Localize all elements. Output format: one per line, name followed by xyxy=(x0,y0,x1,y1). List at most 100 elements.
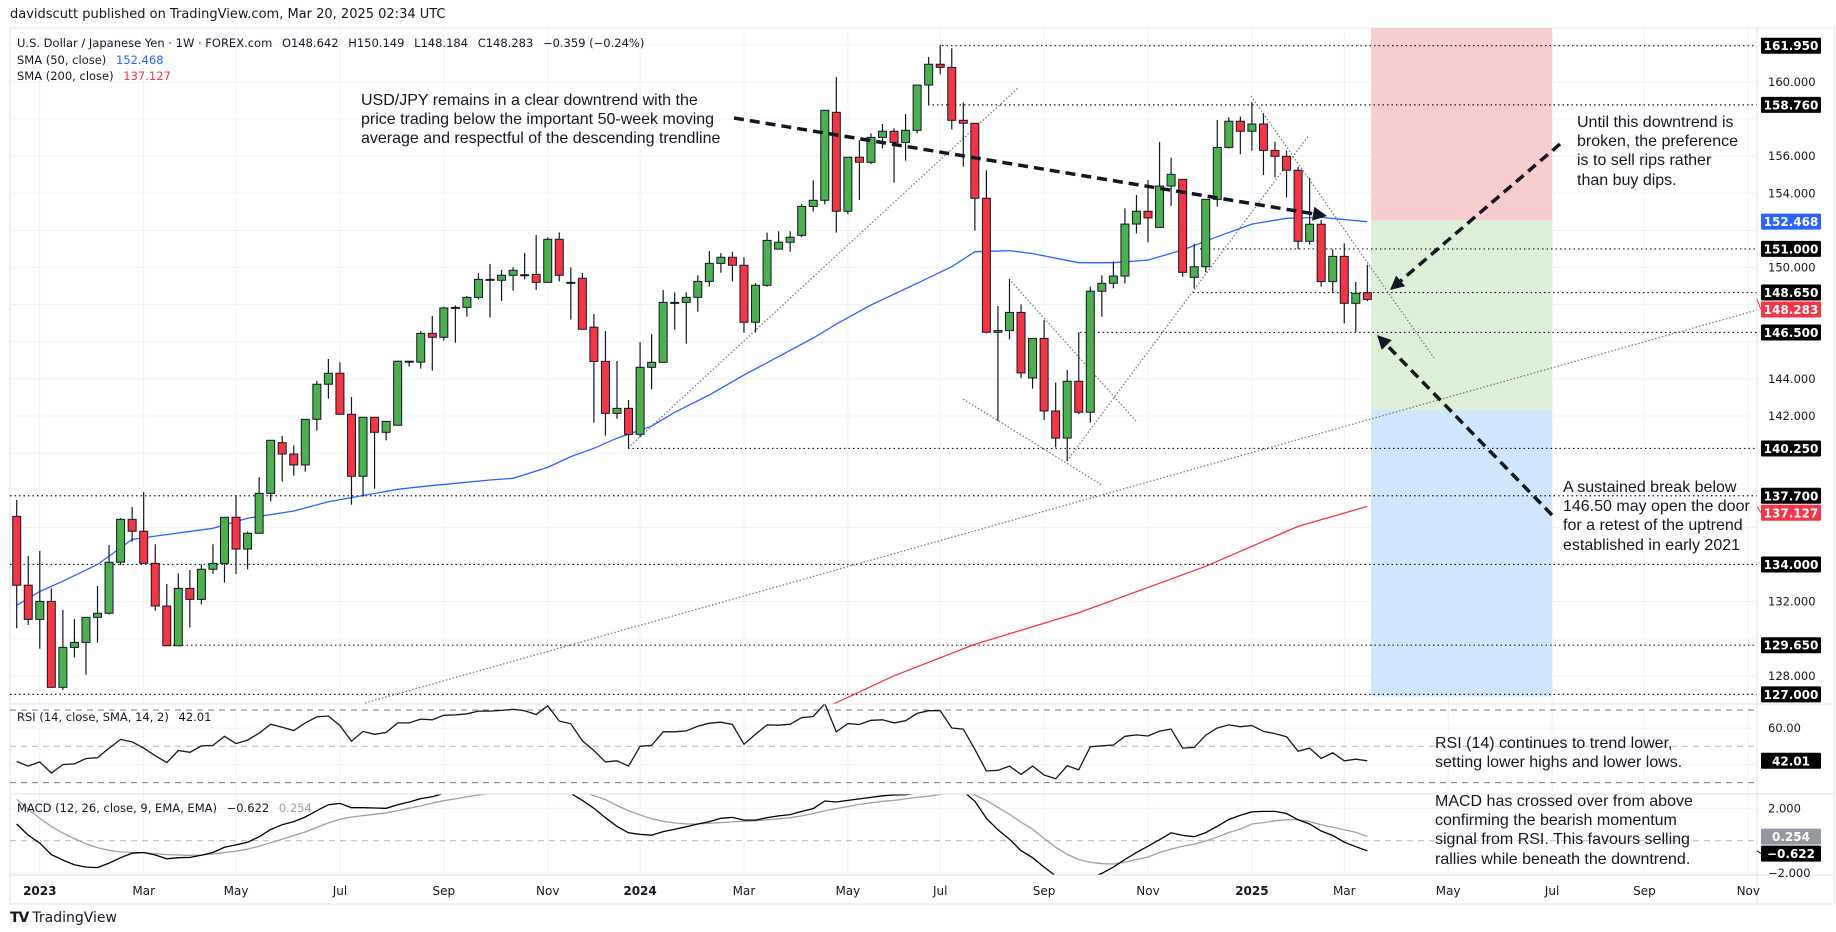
candle-body xyxy=(866,136,876,163)
tag-text: 146.500 xyxy=(1764,326,1819,340)
candle-body xyxy=(820,109,830,201)
time-axis-label: 2025 xyxy=(1235,884,1268,898)
candle-body xyxy=(1212,146,1222,200)
tag-background xyxy=(1761,504,1821,521)
candle xyxy=(127,506,137,542)
trendlines[interactable] xyxy=(364,86,1757,704)
candle xyxy=(1328,249,1338,294)
candle xyxy=(935,44,945,75)
candle xyxy=(358,416,368,497)
candle-body xyxy=(162,605,172,647)
price-axis[interactable]: 160.000 156.000 154.000 150.000 144.000 142.0… xyxy=(1756,37,1821,880)
annotation-main[interactable]: USD/JPY remains in a clear downtrend wit… xyxy=(361,91,720,149)
annotation-line: setting lower highs and lower lows. xyxy=(1435,754,1683,772)
candle-body xyxy=(1258,123,1268,151)
candles xyxy=(12,44,1372,690)
candle xyxy=(901,114,911,161)
candle-body xyxy=(797,205,807,236)
time-axis[interactable]: 2023 Mar May Jul Sep Nov 2024 Mar May Jul Sep Nov 20… xyxy=(23,884,1760,898)
candle xyxy=(58,609,68,690)
candle xyxy=(162,583,172,647)
candle-body xyxy=(843,156,853,212)
trendline[interactable] xyxy=(1008,278,1137,422)
dashed-arrow[interactable] xyxy=(1377,335,1554,517)
arrows[interactable] xyxy=(733,116,1562,517)
annotation-line: A sustained break below xyxy=(1563,479,1737,496)
candle xyxy=(981,170,991,334)
annotation-rsi[interactable]: RSI (14) continues to trend lower, setti… xyxy=(1435,734,1682,772)
level-price-tag: 146.500 xyxy=(1761,324,1821,341)
candle xyxy=(196,564,206,605)
position-zones[interactable] xyxy=(1371,0,1552,697)
candle xyxy=(577,273,587,330)
trendline[interactable] xyxy=(1066,134,1310,462)
candle-body xyxy=(150,562,160,607)
candle-body xyxy=(416,332,426,363)
annotation-right-mid[interactable]: A sustained break below 146.50 may open … xyxy=(1563,478,1750,555)
macd-line xyxy=(16,794,1368,875)
stop-zone[interactable] xyxy=(1371,0,1552,221)
candle-body xyxy=(1120,223,1130,277)
candle xyxy=(635,342,645,438)
candle-body xyxy=(1028,337,1038,379)
tag-text: 148.283 xyxy=(1764,303,1819,317)
sma200-legend[interactable]: SMA (200, close) 137.127 xyxy=(17,69,177,83)
candle xyxy=(1108,261,1118,289)
horizontal-levels[interactable] xyxy=(10,45,1757,695)
candle-body xyxy=(1305,223,1315,242)
time-axis-label: Mar xyxy=(132,884,155,898)
candle xyxy=(1074,332,1084,415)
target-zone[interactable] xyxy=(1371,410,1552,697)
tag-background xyxy=(1761,37,1821,54)
arrow-head-icon xyxy=(1377,335,1392,350)
candle-body xyxy=(93,612,103,618)
tag-text: 152.468 xyxy=(1764,215,1819,229)
level-price-tag: 151.000 xyxy=(1761,240,1821,257)
signal-value-tag: 0.254 xyxy=(1761,828,1821,845)
candle-body xyxy=(1282,155,1292,171)
trendline[interactable] xyxy=(1250,95,1435,359)
candle xyxy=(450,305,460,343)
time-axis-label: May xyxy=(835,884,860,898)
candle-body xyxy=(1224,120,1234,148)
candle-body xyxy=(497,274,507,281)
candle-body xyxy=(1316,223,1326,283)
price-tick-label: 154.000 xyxy=(1768,186,1816,200)
dashed-arrow[interactable] xyxy=(1390,142,1562,290)
rsi-legend[interactable]: RSI (14, close, SMA, 14, 2) 42.01 xyxy=(17,710,217,724)
candle-body xyxy=(243,532,253,550)
candle xyxy=(323,358,333,399)
trendline[interactable] xyxy=(962,398,1103,486)
entry-zone[interactable] xyxy=(1371,220,1552,411)
sma50-legend[interactable]: SMA (50, close) 152.468 xyxy=(17,53,170,67)
candle xyxy=(785,231,795,252)
candle-body xyxy=(393,360,403,426)
dashed-arrow[interactable] xyxy=(733,116,1327,221)
tag-background xyxy=(1761,487,1821,504)
candle xyxy=(1120,208,1130,284)
annotation-line: RSI (14) continues to trend lower, xyxy=(1435,735,1673,752)
trendline[interactable] xyxy=(627,86,1020,449)
symbol-legend[interactable]: U.S. Dollar / Japanese Yen · 1W · FOREX.… xyxy=(17,36,650,50)
tag-background xyxy=(1761,556,1821,573)
candle xyxy=(762,232,772,287)
annotation-macd[interactable]: MACD has crossed over from above confirm… xyxy=(1435,792,1693,869)
rsi-label: RSI (14, close, SMA, 14, 2) xyxy=(17,710,169,724)
macd-legend[interactable]: MACD (12, 26, close, 9, EMA, EMA) −0.622… xyxy=(17,801,318,815)
tag-text: 148.650 xyxy=(1764,286,1819,300)
candle xyxy=(12,500,22,629)
annotation-line: 146.50 may open the door xyxy=(1563,498,1750,516)
ohlc-low: L148.184 xyxy=(414,36,469,50)
candle-body xyxy=(1351,292,1361,304)
annotation-right-top[interactable]: Until this downtrend is broken, the pref… xyxy=(1577,113,1738,190)
trendline[interactable] xyxy=(364,309,1757,704)
time-axis-label: Jul xyxy=(1544,884,1559,898)
price-tick-label: 132.000 xyxy=(1768,595,1816,609)
candle xyxy=(277,436,287,482)
candle xyxy=(1258,113,1268,176)
arrow-shaft xyxy=(733,116,1314,216)
candle xyxy=(1201,198,1211,273)
tradingview-logo[interactable]: TV TradingView xyxy=(10,910,117,926)
candle-body xyxy=(658,301,668,363)
